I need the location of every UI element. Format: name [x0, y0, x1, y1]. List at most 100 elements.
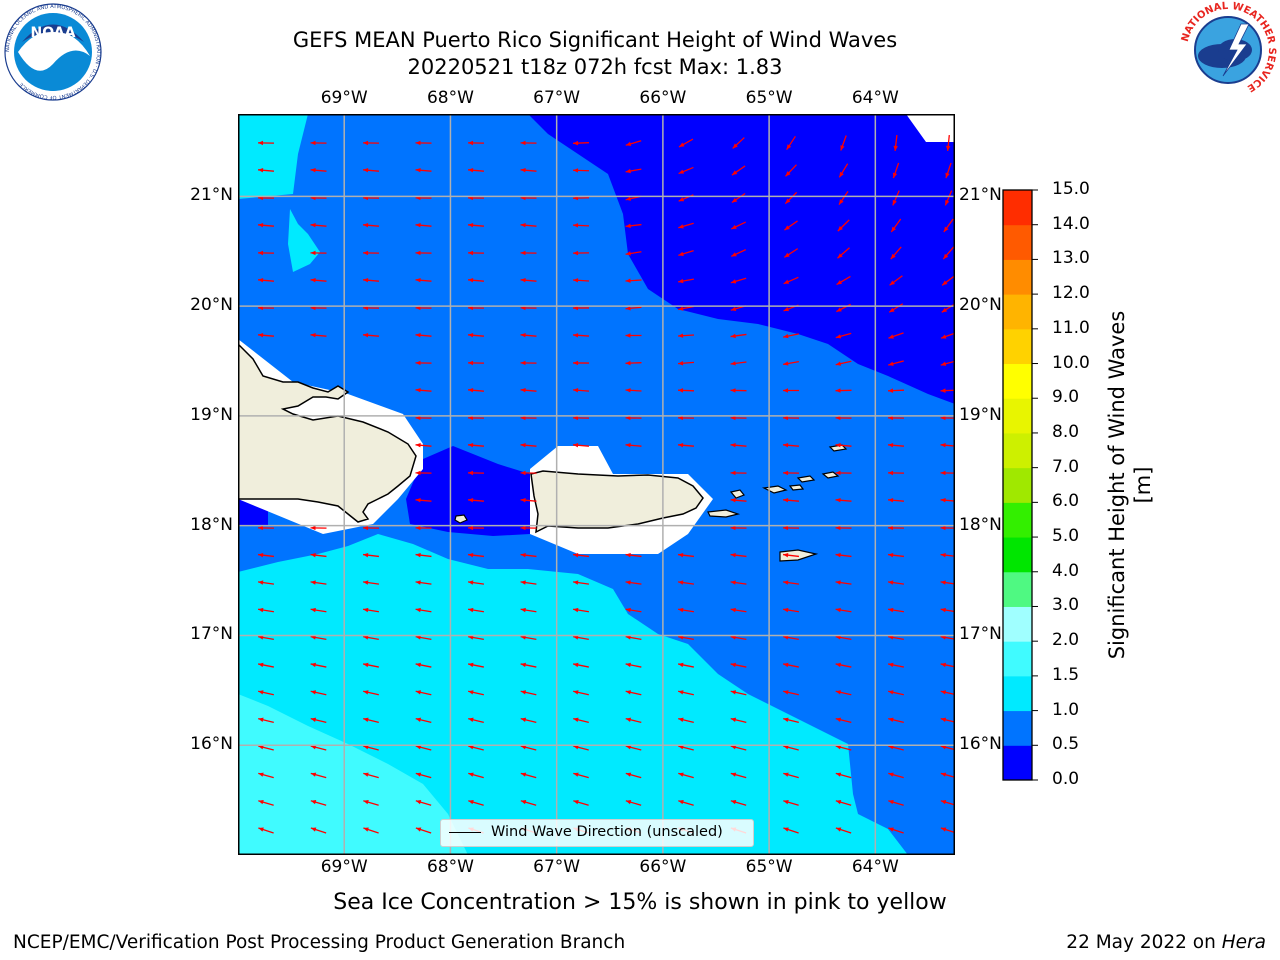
wave-direction-arrow: [782, 607, 800, 613]
wave-direction-arrow: [362, 607, 380, 613]
wave-direction-arrow: [782, 525, 800, 531]
wave-direction-arrow: [573, 635, 589, 641]
wave-direction-arrow: [783, 772, 799, 779]
wave-direction-arrow: [625, 580, 642, 585]
wave-direction-arrow: [783, 690, 799, 696]
colorbar-segment: [1003, 467, 1032, 503]
wave-direction-arrow: [363, 717, 379, 723]
wave-direction-arrow: [887, 607, 905, 613]
wave-direction-arrow: [730, 745, 747, 751]
wave-direction-arrow: [784, 191, 798, 205]
wave-direction-arrow: [782, 443, 800, 448]
wave-direction-arrow: [835, 332, 852, 339]
wave-direction-arrow: [888, 662, 904, 668]
colorbar-segment: [1003, 432, 1032, 469]
wave-direction-arrow: [889, 275, 903, 286]
wave-direction-arrow: [467, 498, 485, 503]
wave-direction-arrow: [415, 388, 432, 393]
wave-direction-arrow: [730, 470, 747, 476]
wave-direction-arrow: [835, 662, 852, 668]
wave-direction-arrow: [944, 190, 953, 206]
wave-direction-arrow: [890, 246, 902, 260]
land-tortola: [796, 475, 816, 483]
wave-direction-arrow: [310, 223, 327, 228]
wave-direction-arrow: [363, 800, 379, 806]
land-hispaniola: [238, 342, 417, 523]
wave-direction-arrow: [573, 717, 589, 723]
lat-tick-label-right: 17°N: [959, 624, 1002, 645]
date-line: 22 May 2022 on Hera: [1066, 932, 1266, 953]
wave-direction-arrow: [625, 415, 642, 421]
lon-tick-label-bottom: 68°W: [426, 857, 474, 877]
wave-direction-arrow: [520, 662, 537, 668]
wave-direction-arrow: [943, 218, 954, 233]
wave-direction-arrow: [835, 690, 852, 696]
wave-direction-arrow: [625, 635, 642, 641]
wave-direction-arrow: [468, 690, 484, 696]
wave-direction-arrow: [258, 662, 274, 668]
wave-direction-arrow: [835, 580, 852, 585]
wave-direction-arrow: [730, 717, 747, 723]
wave-direction-arrow: [310, 580, 327, 585]
colorbar-segment: [1003, 398, 1032, 434]
colorbar-segment: [1003, 502, 1032, 538]
wave-direction-arrow: [678, 690, 694, 696]
wave-direction-arrow: [572, 360, 590, 366]
wave-direction-arrow: [415, 690, 432, 696]
map-gridlines: [238, 114, 955, 855]
wave-direction-arrow: [520, 250, 537, 256]
wave-direction-arrow: [572, 415, 590, 421]
wave-direction-arrow: [678, 222, 694, 229]
wave-direction-arrow: [362, 140, 380, 146]
lon-tick-label-bottom: 69°W: [320, 857, 368, 877]
lon-tick-label-top: 67°W: [533, 88, 581, 108]
wave-direction-arrow: [415, 525, 432, 531]
wave-direction-arrow: [310, 800, 327, 806]
wave-direction-arrow: [520, 415, 537, 421]
lon-tick-label-bottom: 67°W: [533, 857, 581, 877]
lat-tick-label-right: 19°N: [959, 404, 1002, 425]
wave-direction-arrow: [362, 278, 380, 283]
legend-label: Wind Wave Direction (unscaled): [491, 824, 723, 840]
colorbar-segment: [1003, 606, 1032, 642]
lon-tick-label-top: 68°W: [426, 88, 474, 108]
land-mona-island: [454, 514, 468, 524]
wave-direction-arrow: [945, 162, 952, 179]
wave-direction-arrow: [888, 772, 904, 779]
wave-direction-arrow: [783, 800, 799, 806]
wave-direction-arrow: [257, 580, 275, 585]
wave-direction-arrow: [887, 443, 905, 448]
colorbar-tick-label: 1.5: [1052, 664, 1080, 685]
wave-direction-arrow: [362, 580, 380, 585]
wave-direction-arrow: [258, 717, 274, 723]
wave-direction-arrow: [520, 470, 537, 476]
wave-direction-arrow: [625, 140, 642, 146]
wave-direction-arrow: [572, 168, 590, 173]
wave-direction-arrow: [257, 333, 275, 338]
wave-direction-arrow: [415, 827, 432, 834]
wave-direction-arrow: [572, 305, 590, 311]
colorbar-segment: [1003, 294, 1032, 330]
wave-direction-arrow: [258, 690, 274, 696]
wave-direction-arrow: [678, 800, 694, 806]
wave-direction-arrow: [573, 800, 589, 806]
wave-direction-arrow: [888, 745, 904, 751]
wave-direction-arrow: [573, 745, 589, 751]
wave-height-map: [238, 114, 955, 855]
wave-direction-arrow: [468, 772, 484, 779]
lon-tick-label-bottom: 65°W: [745, 857, 793, 877]
colorbar-tick-label: 1.0: [1052, 699, 1080, 720]
wave-direction-arrow: [520, 552, 537, 558]
wave-direction-arrow: [730, 361, 747, 366]
wave-direction-arrow: [730, 772, 747, 779]
wave-direction-arrow: [257, 278, 275, 283]
wave-direction-arrow: [677, 388, 695, 393]
wave-direction-arrow: [730, 525, 747, 531]
wave-direction-arrow: [782, 388, 800, 393]
wave-direction-arrow: [625, 552, 642, 558]
wave-direction-arrow: [837, 247, 850, 259]
wave-direction-arrow: [625, 443, 642, 448]
wave-direction-arrow: [520, 607, 537, 613]
wave-direction-arrow: [258, 745, 274, 751]
wave-direction-arrow: [786, 135, 796, 151]
